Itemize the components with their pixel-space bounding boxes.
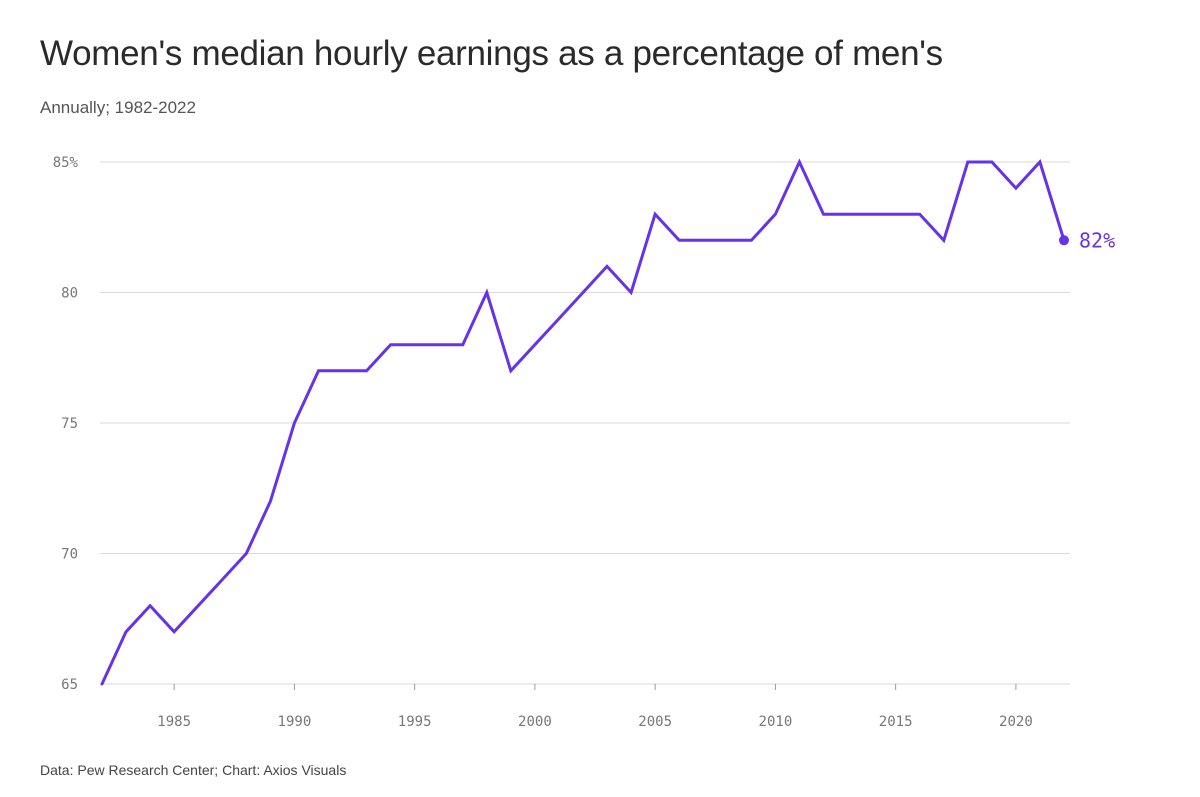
x-tick-label: 2005 <box>638 714 672 730</box>
end-value-label: 82% <box>1079 228 1115 252</box>
x-tick-label: 1985 <box>157 714 191 730</box>
y-tick-label: 80 <box>61 286 78 302</box>
gridlines <box>100 161 1070 685</box>
x-tick-label: 1995 <box>398 714 432 730</box>
y-tick-label: 70 <box>61 547 78 563</box>
x-tick-label: 2010 <box>759 714 793 730</box>
x-tick-label: 1990 <box>278 714 312 730</box>
chart-title: Women's median hourly earnings as a perc… <box>40 34 943 73</box>
x-axis: 1985 1990 1995 2000 2005 2010 2015 2020 <box>157 684 1033 730</box>
chart-subtitle: Annually; 1982-2022 <box>40 98 196 117</box>
series-line <box>100 158 1066 686</box>
x-tick-label: 2020 <box>999 714 1033 730</box>
source-note: Data: Pew Research Center; Chart: Axios … <box>40 762 347 778</box>
series-group: 82% <box>100 158 1115 686</box>
y-tick-label: 75 <box>61 416 78 432</box>
end-point <box>1059 235 1069 246</box>
x-tick-label: 2015 <box>879 714 913 730</box>
x-tick-label: 2000 <box>518 714 552 730</box>
y-axis: 65 70 75 80 85% <box>53 155 79 693</box>
y-tick-label: 85% <box>53 155 79 171</box>
y-tick-label: 65 <box>61 677 78 693</box>
